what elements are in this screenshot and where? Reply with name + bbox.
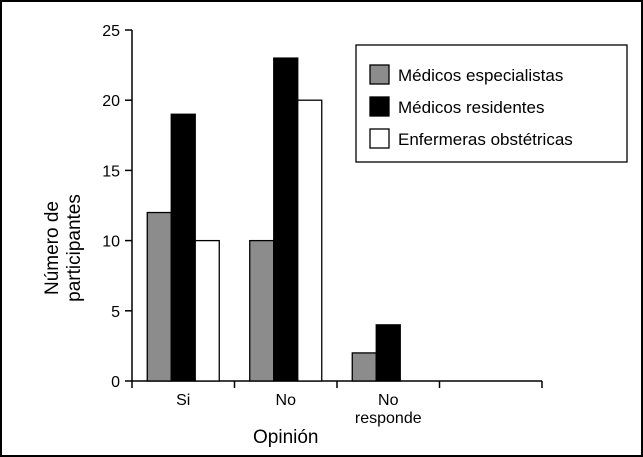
bar <box>297 99 323 382</box>
legend-swatch <box>369 96 390 117</box>
y-axis-label-line: participantes <box>64 194 85 302</box>
y-tick-label: 20 <box>102 93 120 110</box>
y-axis-label: Número departicipantes <box>42 194 85 302</box>
x-tick-label: No <box>378 392 399 409</box>
x-tick-label: No <box>276 392 297 409</box>
y-tick-label: 5 <box>111 304 120 321</box>
y-tick-label: 15 <box>102 163 120 180</box>
bar <box>273 57 299 382</box>
y-tick-label: 10 <box>102 234 120 251</box>
y-tick-label: 25 <box>102 23 120 40</box>
bar <box>249 239 275 382</box>
legend-swatch <box>369 64 390 85</box>
legend-label: Médicos residentes <box>398 98 544 117</box>
bar <box>375 324 401 382</box>
legend: Médicos especialistas Médicos residentes E… <box>355 44 628 163</box>
x-axis-label: Opinión <box>253 427 319 448</box>
bar <box>194 239 220 382</box>
bar <box>351 352 377 382</box>
bar <box>146 211 172 382</box>
bar <box>170 113 196 382</box>
y-tick-label: 0 <box>111 374 120 391</box>
y-axis-label-line: Número de <box>42 201 63 295</box>
legend-box <box>355 44 628 163</box>
legend-swatch <box>369 128 390 149</box>
x-tick-label: Si <box>176 392 190 409</box>
legend-label: Enfermeras obstétricas <box>398 130 573 149</box>
x-tick-label: responde <box>355 410 422 427</box>
legend-label: Médicos especialistas <box>398 66 563 85</box>
